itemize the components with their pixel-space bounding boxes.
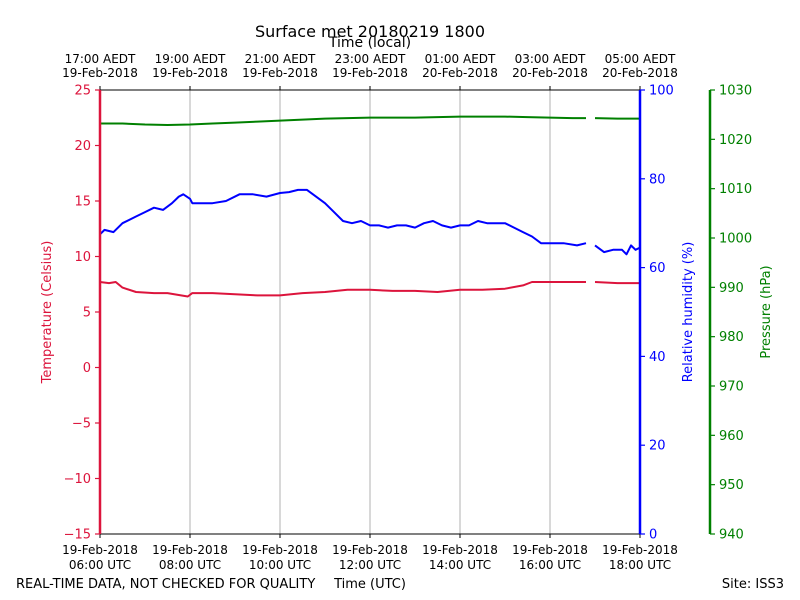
- temperature-series-line: [594, 281, 640, 285]
- series-layer: [99, 115, 641, 298]
- temperature-tick-label: 0: [83, 361, 91, 376]
- bottom-tick-date: 19-Feb-2018: [332, 543, 408, 557]
- top-tick-date: 20-Feb-2018: [602, 66, 678, 80]
- bottom-tick-date: 19-Feb-2018: [242, 543, 318, 557]
- bottom-tick-time: 12:00 UTC: [339, 558, 401, 572]
- bottom-tick-date: 19-Feb-2018: [422, 543, 498, 557]
- humidity-tick-label: 0: [649, 528, 657, 543]
- grid-lines: [189, 90, 551, 534]
- temperature-tick-label: 5: [83, 306, 91, 321]
- pressure-tick-label: 940: [719, 528, 744, 543]
- humidity-tick-label: 20: [649, 439, 666, 454]
- pressure-tick-label: 970: [719, 380, 744, 395]
- bottom-tick-date: 19-Feb-2018: [512, 543, 588, 557]
- pressure-tick-label: 1030: [719, 84, 752, 99]
- humidity-axis-label: Relative humidity (%): [681, 242, 696, 383]
- pressure-series-line: [594, 117, 640, 120]
- pressure-tick-label: 980: [719, 330, 744, 345]
- pressure-tick-label: 1000: [719, 232, 752, 247]
- top-tick-time: 05:00 AEDT: [605, 52, 676, 66]
- top-axis-label: Time (local): [328, 35, 411, 51]
- top-tick-date: 20-Feb-2018: [422, 66, 498, 80]
- top-tick-time: 01:00 AEDT: [425, 52, 496, 66]
- humidity-tick-label: 100: [649, 84, 674, 99]
- top-tick-time: 21:00 AEDT: [245, 52, 316, 66]
- top-tick-date: 20-Feb-2018: [512, 66, 588, 80]
- pressure-tick-label: 950: [719, 478, 744, 493]
- bottom-tick-time: 16:00 UTC: [519, 558, 581, 572]
- pressure-tick-label: 1020: [719, 133, 752, 148]
- relative-humidity-series-line: [594, 244, 641, 256]
- pressure-axis-label: Pressure (hPa): [759, 265, 774, 358]
- top-tick-time: 23:00 AEDT: [335, 52, 406, 66]
- footer-site: Site: ISS3: [722, 577, 784, 592]
- top-tick-time: 19:00 AEDT: [155, 52, 226, 66]
- footer-quality-note: REAL-TIME DATA, NOT CHECKED FOR QUALITY: [16, 577, 315, 592]
- temperature-series-line: [99, 281, 586, 298]
- relative-humidity-series-line: [99, 188, 587, 247]
- bottom-tick-time: 10:00 UTC: [249, 558, 311, 572]
- top-tick-date: 19-Feb-2018: [152, 66, 228, 80]
- top-tick-date: 19-Feb-2018: [62, 66, 138, 80]
- temperature-tick-label: 10: [74, 250, 91, 265]
- humidity-ticks: 0 20 40 60 80 100: [640, 84, 674, 543]
- pressure-series-line: [100, 115, 586, 126]
- bottom-tick-time: 18:00 UTC: [609, 558, 671, 572]
- bottom-tick-date: 19-Feb-2018: [152, 543, 228, 557]
- bottom-tick-time: 08:00 UTC: [159, 558, 221, 572]
- humidity-tick-label: 40: [649, 350, 666, 365]
- temperature-ticks: −15 −10 −5 0 5 10 15 20 25: [64, 84, 100, 543]
- pressure-tick-label: 1010: [719, 182, 752, 197]
- top-tick-date: 19-Feb-2018: [332, 66, 408, 80]
- temperature-tick-label: 25: [74, 84, 91, 99]
- temperature-tick-label: −10: [64, 472, 91, 487]
- temperature-axis-label: Temperature (Celsius): [40, 241, 55, 385]
- bottom-axis-label: Time (UTC): [333, 577, 406, 592]
- top-tick-time: 17:00 AEDT: [65, 52, 136, 66]
- bottom-tick-time: 14:00 UTC: [429, 558, 491, 572]
- top-tick-time: 03:00 AEDT: [515, 52, 586, 66]
- pressure-ticks: 940 950 960 970 980 990 1000 1010 1020 1030: [710, 84, 752, 543]
- pressure-tick-label: 990: [719, 281, 744, 296]
- humidity-tick-label: 80: [649, 172, 666, 187]
- temperature-tick-label: 20: [74, 139, 91, 154]
- temperature-tick-label: −15: [64, 528, 91, 543]
- chart-title: Surface met 20180219 1800: [255, 22, 485, 41]
- bottom-tick-date: 19-Feb-2018: [602, 543, 678, 557]
- temperature-tick-label: −5: [72, 417, 91, 432]
- top-tick-date: 19-Feb-2018: [242, 66, 318, 80]
- humidity-tick-label: 60: [649, 261, 666, 276]
- temperature-tick-label: 15: [74, 195, 91, 210]
- pressure-tick-label: 960: [719, 429, 744, 444]
- bottom-tick-date: 19-Feb-2018: [62, 543, 138, 557]
- bottom-tick-time: 06:00 UTC: [69, 558, 131, 572]
